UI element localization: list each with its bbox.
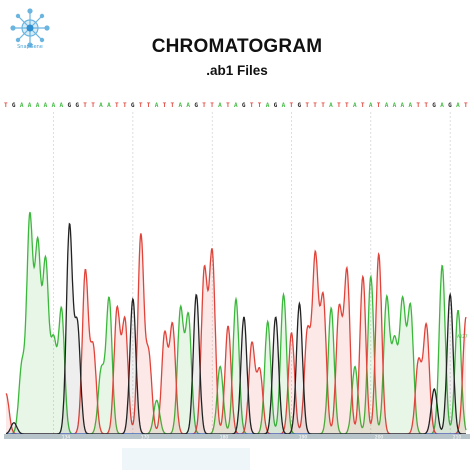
base-call-letter: G [432, 102, 436, 109]
base-call-letter: A [51, 102, 56, 109]
logo-text: SnapGene [17, 44, 43, 50]
base-call-letter: G [241, 102, 246, 109]
base-call-letter: A [186, 102, 191, 109]
ruler-label: 210 [453, 435, 462, 441]
base-call-letter: G [11, 102, 16, 109]
page-subtitle: .ab1 Files [206, 63, 268, 78]
base-call-letter: A [281, 102, 286, 109]
base-call-letter: G [194, 102, 198, 109]
base-call-letter: A [178, 102, 183, 109]
base-call-letter: G [297, 102, 302, 109]
base-call-letter: G [130, 102, 135, 109]
base-call-letter: A [384, 102, 389, 109]
base-call-letter: T [202, 102, 206, 109]
ruler-label: 180 [220, 435, 229, 441]
trace-fill-A [6, 212, 466, 434]
ruler-label: 190 [299, 435, 308, 441]
ruler-label: 170 [141, 435, 150, 441]
base-call-letter: T [146, 102, 151, 109]
base-call-letter: A [43, 102, 48, 109]
chromatogram-trace: 134 170 180 190 200 210 A227 [4, 112, 470, 441]
base-call-letter: A [107, 102, 111, 109]
base-call-letter: A [352, 102, 357, 109]
base-call-letter: A [329, 102, 333, 109]
base-call-letter: A [408, 102, 413, 109]
base-call-letter: T [91, 102, 95, 109]
base-call-letter: T [226, 102, 230, 109]
base-call-letter: T [210, 102, 214, 109]
ruler-label: 134 [62, 435, 71, 441]
base-call-letter: T [464, 102, 468, 109]
base-call-letter: T [424, 102, 428, 109]
base-call-letter: A [234, 102, 238, 109]
ruler-label: 200 [375, 435, 384, 441]
base-call-letter: T [170, 102, 175, 109]
base-call-letter: A [392, 102, 397, 109]
footer-bar [122, 448, 250, 470]
base-call-letter: T [83, 102, 87, 109]
base-call-letter: T [313, 102, 317, 109]
base-call-letter: T [360, 102, 365, 109]
base-call-letter: A [19, 102, 24, 109]
base-call-letter: G [448, 102, 452, 109]
base-call-letter: T [321, 102, 325, 109]
base-call-letter: T [376, 102, 381, 109]
base-call-letter: G [67, 102, 72, 109]
base-call-letter: T [345, 102, 349, 109]
base-call-letter: T [257, 102, 262, 109]
base-call-letter: T [249, 102, 254, 109]
base-call-letter: A [456, 102, 460, 109]
base-call-letter: A [99, 102, 103, 109]
base-call-letter: A [35, 102, 40, 109]
base-call-letter: G [75, 102, 79, 109]
base-call-letter: T [115, 102, 119, 109]
base-call-letter: A [154, 102, 159, 109]
base-call-letter: T [162, 102, 167, 109]
base-call-letter: T [4, 102, 8, 109]
base-call-letter: A [27, 102, 32, 109]
base-call-letter: A [368, 102, 373, 109]
logo-icon [10, 8, 50, 48]
snapgene-logo [8, 8, 52, 64]
base-call-letter: A [440, 102, 444, 109]
base-call-letter: A [265, 102, 270, 109]
peak-label: A227 [457, 334, 468, 339]
base-call-letter: G [273, 102, 278, 109]
base-call-letter: A [59, 102, 64, 109]
page-title: CHROMATOGRAM [151, 36, 323, 57]
base-call-letter: T [416, 102, 421, 109]
base-call-letter: A [218, 102, 222, 109]
position-ruler [4, 434, 470, 439]
base-call-letter: A [400, 102, 405, 109]
base-call-letter: T [337, 102, 341, 109]
base-call-letter: T [138, 102, 143, 109]
base-call-letter: T [122, 102, 127, 109]
base-call-letter: T [289, 102, 294, 109]
base-call-letter: T [305, 102, 309, 109]
